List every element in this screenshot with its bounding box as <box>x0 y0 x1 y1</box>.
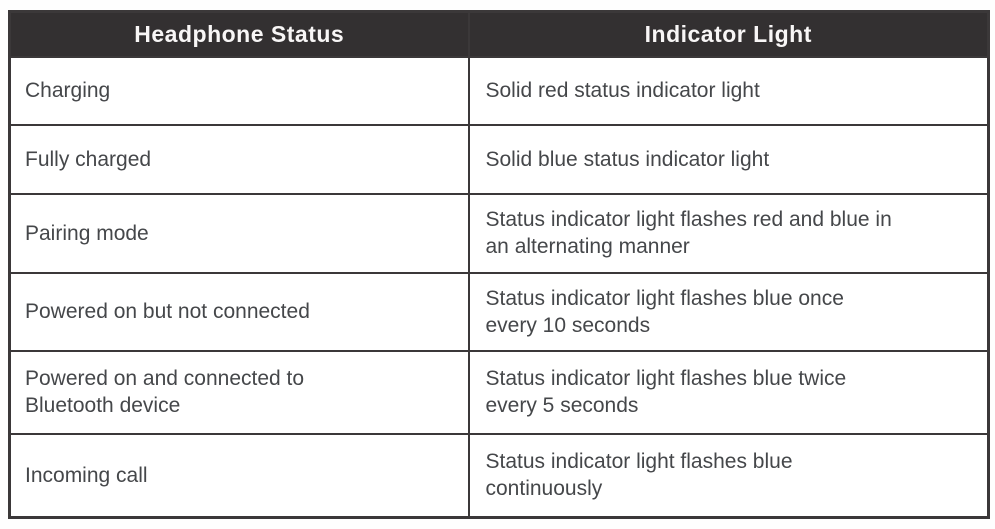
table-row-charging: Charging Solid red status indicator ligh… <box>8 55 990 126</box>
table-row-powered-on-connected: Powered on and connected to Bluetooth de… <box>8 349 990 435</box>
column-header-headphone-status: Headphone Status <box>8 10 470 58</box>
table-row-fully-charged: Fully charged Solid blue status indicato… <box>8 123 990 195</box>
status-cell: Powered on but not connected <box>8 271 470 352</box>
indicator-cell: Status indicator light flashes blue once… <box>467 271 990 352</box>
status-cell: Powered on and connected to Bluetooth de… <box>8 349 470 435</box>
indicator-cell: Solid red status indicator light <box>467 55 990 126</box>
indicator-cell: Status indicator light flashes red and b… <box>467 192 990 274</box>
table-header-row: Headphone Status Indicator Light <box>8 10 990 58</box>
status-cell: Incoming call <box>8 432 470 519</box>
table-row-powered-on-not-connected: Powered on but not connected Status indi… <box>8 271 990 352</box>
indicator-cell: Status indicator light flashes blue cont… <box>467 432 990 519</box>
table-row-incoming-call: Incoming call Status indicator light fla… <box>8 432 990 519</box>
indicator-cell: Status indicator light flashes blue twic… <box>467 349 990 435</box>
status-cell: Pairing mode <box>8 192 470 274</box>
table-row-pairing-mode: Pairing mode Status indicator light flas… <box>8 192 990 274</box>
column-header-indicator-light: Indicator Light <box>467 10 990 58</box>
status-cell: Charging <box>8 55 470 126</box>
headphone-status-table: Headphone Status Indicator Light Chargin… <box>8 10 990 519</box>
status-cell: Fully charged <box>8 123 470 195</box>
indicator-cell: Solid blue status indicator light <box>467 123 990 195</box>
